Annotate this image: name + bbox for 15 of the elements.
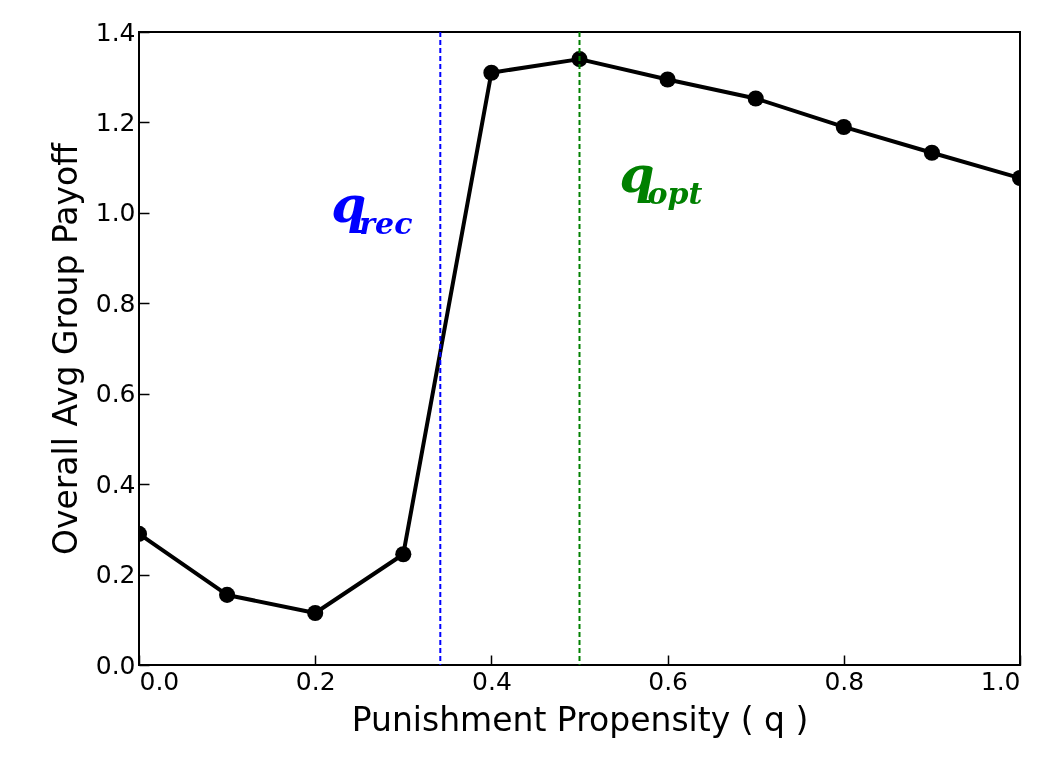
- y-tick-label: 0.4: [95, 469, 136, 499]
- x-tick-label: 1.0: [980, 666, 1021, 696]
- y-tick-label: 0.2: [95, 560, 136, 590]
- x-tick-label: 0.2: [295, 666, 336, 696]
- x-tick-label: 0.0: [139, 666, 180, 696]
- x-tick-label: 0.4: [472, 666, 512, 696]
- y-tick-label: 1.4: [95, 17, 136, 47]
- x-axis-title: Punishment Propensity ( q ): [351, 699, 809, 739]
- y-tick-label: 0.6: [95, 379, 136, 409]
- y-axis-title: Overall Avg Group Payoff: [45, 141, 85, 556]
- y-tick-label: 1.0: [95, 198, 136, 228]
- y-tick-label: 0.8: [95, 288, 136, 318]
- y-tick-label: 1.2: [95, 107, 136, 137]
- x-tick-label: 0.8: [824, 666, 865, 696]
- x-tick-label: 0.6: [648, 666, 688, 696]
